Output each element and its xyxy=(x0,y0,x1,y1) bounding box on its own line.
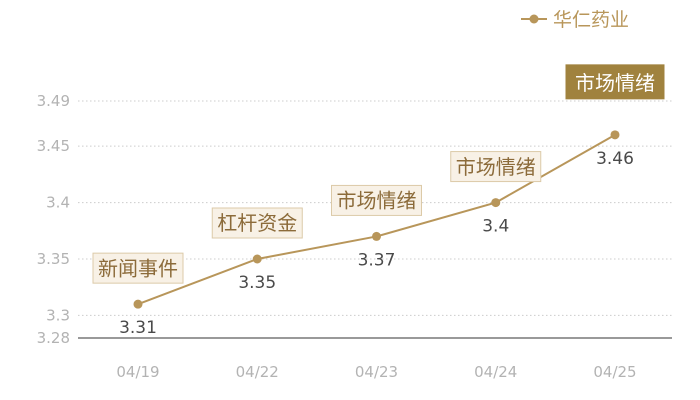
annotation-box xyxy=(211,207,303,239)
legend-marker-icon xyxy=(529,14,539,24)
legend[interactable]: 华仁药业 xyxy=(521,9,629,31)
x-tick-label: 04/24 xyxy=(474,363,517,381)
annotation-box xyxy=(450,151,542,183)
annotation-box xyxy=(565,64,665,100)
data-point xyxy=(252,254,262,264)
x-tick-label: 04/22 xyxy=(236,363,279,381)
annotation-box xyxy=(331,184,422,216)
annotation-label: 杠杆资金 xyxy=(217,211,297,235)
x-tick-label: 04/23 xyxy=(355,363,398,381)
annotation-label: 市场情绪 xyxy=(575,71,655,95)
y-tick-label: 3.3 xyxy=(46,306,70,324)
y-tick-label: 3.28 xyxy=(37,329,70,347)
y-tick-label: 3.49 xyxy=(37,92,70,110)
data-labels: 3.31 3.35 3.37 3.4 3.46 xyxy=(119,149,634,338)
data-value-label: 3.35 xyxy=(238,273,276,293)
data-value-label: 3.37 xyxy=(358,250,396,270)
data-point xyxy=(610,130,620,140)
annotation-label: 市场情绪 xyxy=(456,155,536,179)
data-value-label: 3.4 xyxy=(482,217,509,237)
data-value-label: 3.31 xyxy=(119,318,157,338)
axes: 3.28 3.3 3.35 3.4 3.45 3.49 04/19 04/22 04/23 04/… xyxy=(37,92,672,381)
data-value-label: 3.46 xyxy=(596,149,634,169)
y-tick-label: 3.35 xyxy=(37,250,70,268)
legend-label[interactable]: 华仁药业 xyxy=(553,9,629,31)
annotation-box xyxy=(92,252,184,284)
data-point xyxy=(372,231,381,241)
x-tick-label: 04/25 xyxy=(593,363,636,381)
x-tick-label: 04/19 xyxy=(116,363,159,381)
annotation-label: 新闻事件 xyxy=(98,256,178,280)
series-line xyxy=(137,133,616,306)
y-tick-label: 3.45 xyxy=(37,137,70,155)
annotation-label: 市场情绪 xyxy=(337,189,417,213)
series-layer xyxy=(133,130,620,309)
data-point xyxy=(491,198,501,208)
data-point xyxy=(133,299,143,309)
y-tick-label: 3.4 xyxy=(46,194,70,212)
